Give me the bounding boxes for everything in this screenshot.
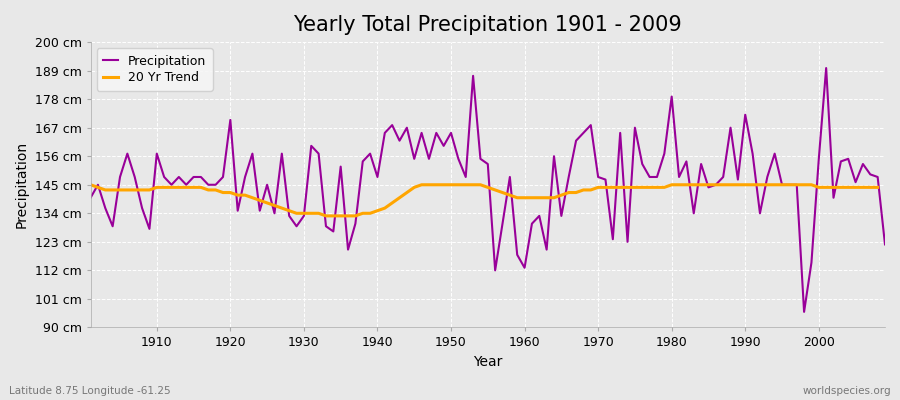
Precipitation (512, 252, 523, 257)
Line: Precipitation: Precipitation (91, 68, 885, 312)
Legend: Precipitation, 20 Yr Trend: Precipitation, 20 Yr Trend (97, 48, 212, 91)
20 Yr Trend (770, 182, 780, 187)
Precipitation (879, 242, 890, 247)
Precipitation (144, 226, 155, 231)
Precipitation (519, 265, 530, 270)
20 Yr Trend (865, 185, 876, 190)
Precipitation (306, 144, 317, 148)
20 Yr Trend (872, 185, 883, 190)
Title: Yearly Total Precipitation 1901 - 2009: Yearly Total Precipitation 1901 - 2009 (293, 15, 682, 35)
Precipitation (821, 66, 832, 70)
20 Yr Trend (320, 214, 331, 218)
20 Yr Trend (211, 188, 221, 192)
Precipitation (798, 310, 809, 314)
Line: 20 Yr Trend: 20 Yr Trend (91, 185, 878, 216)
Precipitation (350, 221, 361, 226)
Text: Latitude 8.75 Longitude -61.25: Latitude 8.75 Longitude -61.25 (9, 386, 171, 396)
20 Yr Trend (166, 185, 177, 190)
X-axis label: Year: Year (473, 355, 502, 369)
Y-axis label: Precipitation: Precipitation (15, 141, 29, 228)
20 Yr Trend (718, 182, 729, 187)
Precipitation (608, 237, 618, 242)
20 Yr Trend (460, 182, 471, 187)
20 Yr Trend (86, 182, 96, 187)
Text: worldspecies.org: worldspecies.org (803, 386, 891, 396)
Precipitation (86, 195, 96, 200)
